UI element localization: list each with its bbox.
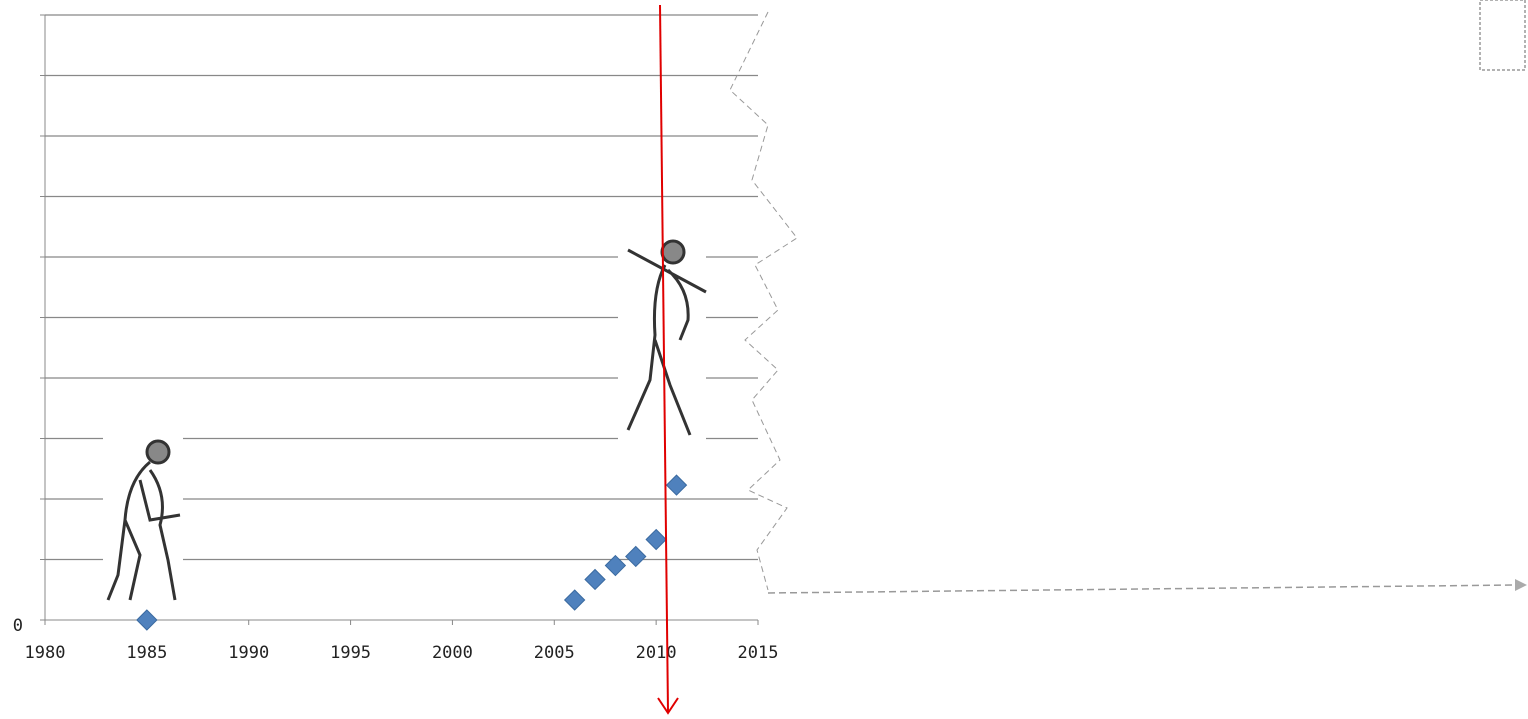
- point: [645, 528, 667, 551]
- time-arrow: [767, 584, 1516, 594]
- red-arrowhead: [657, 697, 679, 715]
- corner-figure: [1479, 0, 1526, 71]
- point: [136, 609, 158, 631]
- time-arrowhead: [1515, 579, 1527, 591]
- y-tick-label: 0: [13, 616, 23, 636]
- point: [604, 554, 627, 577]
- point: [625, 545, 647, 568]
- x-tick-label: 1985: [126, 643, 167, 663]
- x-tick-label: 1990: [228, 643, 269, 663]
- figure-early-hominid: [103, 435, 183, 607]
- point: [584, 568, 606, 591]
- point: [563, 589, 586, 611]
- red-arrow: [659, 4, 669, 713]
- point: [665, 474, 688, 496]
- x-tick-label: 2015: [738, 643, 779, 663]
- x-tick-label: 2005: [534, 643, 575, 663]
- x-tick-label: 2010: [636, 643, 677, 663]
- x-tick-label: 1980: [25, 643, 66, 663]
- x-tick-label: 1995: [330, 643, 371, 663]
- x-tick-label: 2000: [432, 643, 473, 663]
- axis-break: [729, 11, 798, 591]
